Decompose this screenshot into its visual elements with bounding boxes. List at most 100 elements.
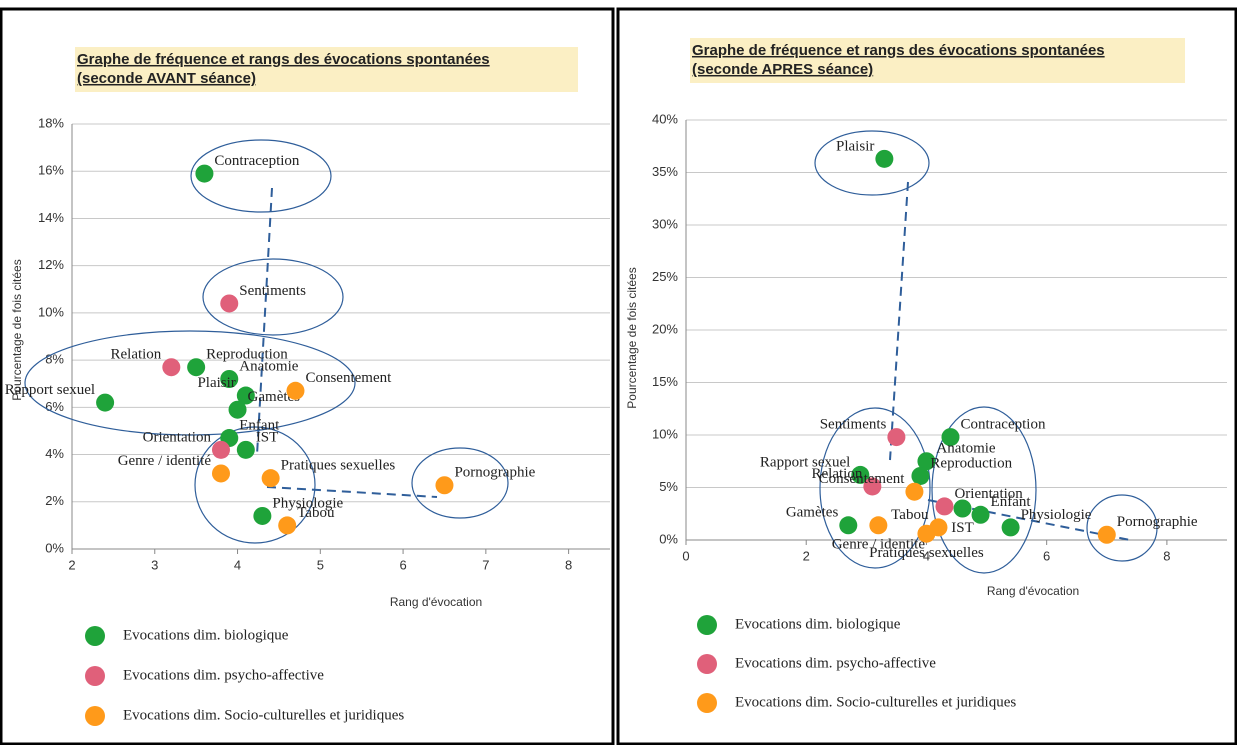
point: [917, 524, 936, 543]
annotation-dash: [266, 486, 438, 498]
legend-label: Evocations dim. psycho-affective: [735, 655, 936, 671]
point: [195, 164, 214, 183]
legend-marker: [697, 615, 717, 635]
x-tick-label: 2: [803, 548, 810, 563]
x-tick-label: 8: [1163, 548, 1170, 563]
point-label: IST: [951, 520, 974, 536]
point: [236, 440, 255, 459]
point-label: Pornographie: [454, 465, 535, 481]
y-tick-label: 12%: [38, 257, 64, 272]
y-tick-label: 4%: [45, 446, 64, 461]
x-tick-label: 5: [317, 557, 324, 572]
legend-label: Evocations dim. biologique: [735, 616, 901, 632]
point-label: Orientation: [954, 486, 1023, 502]
point: [211, 464, 230, 483]
y-tick-label: 35%: [652, 164, 678, 179]
chart-subtitle: (seconde APRES séance): [692, 61, 873, 78]
y-tick-label: 30%: [652, 216, 678, 231]
point: [261, 469, 280, 488]
point: [187, 358, 206, 377]
point: [435, 476, 454, 495]
title-box: [690, 38, 1185, 83]
x-tick-label: 6: [1043, 548, 1050, 563]
point-label: Pornographie: [1117, 514, 1198, 530]
point: [211, 440, 230, 459]
point-label: Anatomie: [936, 441, 995, 457]
annotation-ellipse: [814, 130, 930, 196]
point-label: Anatomie: [239, 358, 298, 374]
y-tick-label: 2%: [45, 493, 64, 508]
point-label: Consentement: [819, 471, 906, 487]
point: [253, 506, 272, 525]
y-axis-label: Pourcentage de fois citées: [625, 267, 639, 408]
point: [236, 386, 255, 405]
point: [863, 477, 882, 496]
right-frame: [616, 7, 1237, 745]
point-label: Reproduction: [930, 455, 1012, 471]
point-label: Reproduction: [206, 347, 288, 363]
x-tick-label: 4: [234, 557, 241, 572]
annotation-ellipse: [24, 330, 356, 436]
point: [220, 370, 239, 388]
point: [875, 149, 894, 168]
y-tick-label: 0%: [45, 540, 64, 555]
y-tick-label: 6%: [45, 399, 64, 414]
y-tick-label: 5%: [659, 479, 678, 494]
point-label: Consentement: [305, 370, 392, 386]
annotation-dash: [256, 187, 273, 456]
annotation-ellipse: [819, 407, 931, 569]
legend-marker: [85, 666, 105, 686]
point: [917, 452, 936, 471]
legend-label: Evocations dim. Socio-culturelles et jur…: [735, 694, 1016, 710]
point-label: Genre / identité: [118, 453, 212, 469]
point: [1097, 525, 1116, 544]
y-tick-label: 14%: [38, 210, 64, 225]
point: [220, 294, 239, 313]
annotation-ellipse: [1086, 494, 1158, 562]
point-label: Gamètes: [786, 505, 839, 521]
point-label: Tabou: [297, 505, 335, 521]
annotation-ellipse: [194, 426, 316, 544]
point: [911, 466, 930, 485]
y-tick-label: 0%: [659, 531, 678, 546]
point-label: Rapport sexuel: [5, 382, 95, 398]
point: [162, 358, 181, 377]
chart-title: Graphe de fréquence et rangs des évocati…: [692, 42, 1105, 59]
legend-marker: [697, 654, 717, 674]
y-tick-label: 10%: [38, 304, 64, 319]
annotation-ellipse: [202, 258, 344, 336]
point-label: Physiologie: [1021, 507, 1092, 523]
chart-subtitle: (seconde AVANT séance): [77, 70, 256, 87]
point-label: Plaisir: [197, 375, 235, 391]
annotation-ellipse: [411, 447, 509, 519]
point: [953, 499, 972, 518]
point-label: Pratiques sexuelles: [281, 458, 396, 474]
x-tick-label: 6: [399, 557, 406, 572]
point: [971, 505, 990, 524]
y-axis-label: Pourcentage de fois citées: [10, 259, 24, 400]
point-label: Orientation: [143, 429, 212, 445]
y-tick-label: 40%: [652, 111, 678, 126]
x-axis-label: Rang d'évocation: [987, 584, 1079, 598]
annotation-dash: [889, 181, 909, 461]
x-tick-label: 4: [923, 548, 930, 563]
y-tick-label: 10%: [652, 426, 678, 441]
point-label: Genre / identité: [832, 537, 926, 553]
y-tick-label: 16%: [38, 163, 64, 178]
point: [278, 516, 297, 535]
point-label: Relation: [110, 347, 161, 363]
x-tick-label: 0: [682, 548, 689, 563]
x-tick-label: 2: [68, 557, 75, 572]
annotation-ellipse: [190, 139, 332, 213]
y-tick-label: 25%: [652, 269, 678, 284]
point: [887, 428, 906, 447]
y-tick-label: 15%: [652, 374, 678, 389]
legend-label: Evocations dim. psycho-affective: [123, 667, 324, 683]
point-label: Tabou: [891, 507, 929, 523]
y-tick-label: 20%: [652, 321, 678, 336]
legend-marker: [85, 706, 105, 726]
legend-marker: [697, 693, 717, 713]
point-label: Sentiments: [820, 417, 887, 433]
point: [905, 482, 924, 501]
legend-marker: [85, 626, 105, 646]
